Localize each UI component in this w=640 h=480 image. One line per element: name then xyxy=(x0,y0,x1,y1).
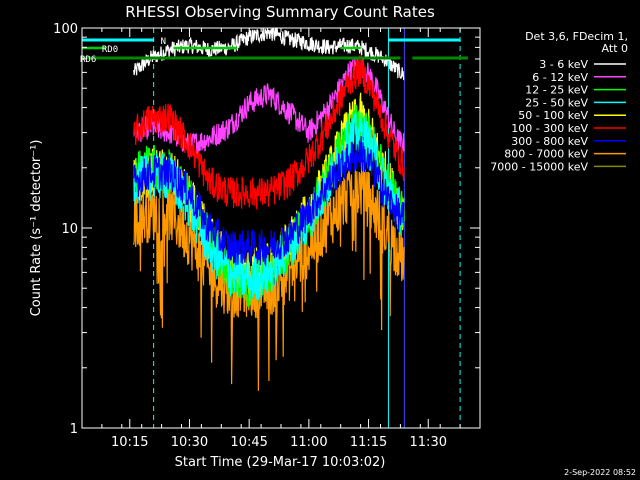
legend-label-3-6-kev: 3 - 6 keV xyxy=(539,58,588,71)
legend-label-300-800-kev: 300 - 800 keV xyxy=(511,135,588,148)
x-tick-label: 11:00 xyxy=(290,435,327,450)
legend-label-100-300-kev: 100 - 300 keV xyxy=(511,122,588,135)
flag-label-n: N xyxy=(161,37,166,47)
series-800-7000-kev xyxy=(133,162,405,391)
x-tick-label: 11:30 xyxy=(410,435,447,450)
legend-label-25-50-kev: 25 - 50 keV xyxy=(525,96,588,109)
plot-area: N RD0 RD6 xyxy=(80,27,469,428)
legend-label-6-12-kev: 6 - 12 keV xyxy=(532,71,588,84)
y-tick-label: 10 xyxy=(61,222,78,237)
timestamp: 2-Sep-2022 08:52 xyxy=(564,468,636,477)
legend-label-800-7000-kev: 800 - 7000 keV xyxy=(504,148,588,161)
y-tick-label: 1 xyxy=(70,422,78,437)
series-300-800-kev xyxy=(133,136,405,267)
flag-label-rd6: RD6 xyxy=(80,55,96,65)
flag-label-rd0: RD0 xyxy=(102,45,118,55)
x-axis-ticks: 10:15 10:30 10:45 11:00 11:15 11:30 xyxy=(81,28,481,450)
x-tick-label: 10:15 xyxy=(111,435,148,450)
y-axis-label: Count Rate (s⁻¹ detector⁻¹) xyxy=(29,140,44,317)
y-axis-ticks: 1 10 100 xyxy=(53,22,480,437)
x-tick-label: 10:45 xyxy=(230,435,267,450)
legend-label-12-25-kev: 12 - 25 keV xyxy=(525,84,588,97)
series-3-6-kev xyxy=(133,27,405,81)
series-100-300-kev xyxy=(133,54,405,211)
x-tick-label: 11:15 xyxy=(350,435,387,450)
y-tick-label: 100 xyxy=(53,22,78,37)
series-lines xyxy=(133,27,405,391)
series-25-50-kev xyxy=(133,110,405,301)
legend-label-50-100-kev: 50 - 100 keV xyxy=(518,109,588,122)
x-tick-label: 10:30 xyxy=(171,435,208,450)
flag-bars: N RD0 RD6 xyxy=(80,37,469,65)
legend-label-7000-15000-kev: 7000 - 15000 keV xyxy=(490,160,588,173)
x-axis-label: Start Time (29-Mar-17 10:03:02) xyxy=(175,455,386,470)
legend-header-line-1: Det 3,6, FDecim 1, xyxy=(525,30,628,43)
chart-title: RHESSI Observing Summary Count Rates xyxy=(125,3,435,21)
legend-header-line-2: Att 0 xyxy=(602,42,628,55)
